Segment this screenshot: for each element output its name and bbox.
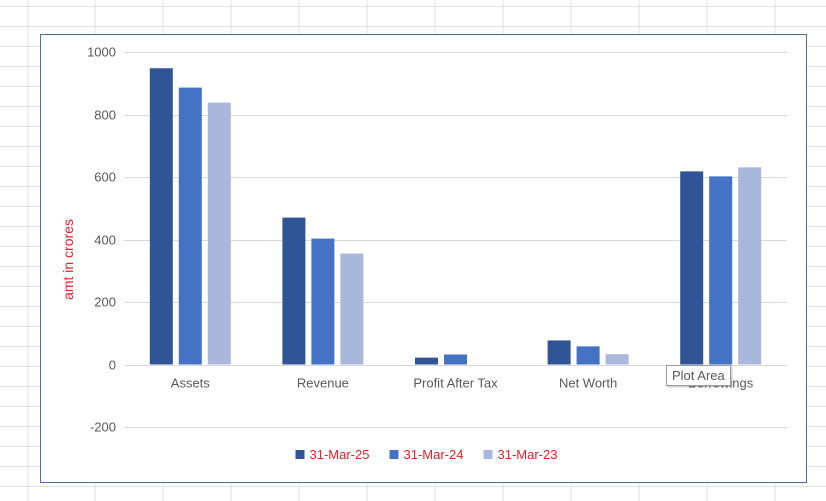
- bar-31-Mar-23-Assets[interactable]: [207, 102, 231, 365]
- y-tick-label: 1000: [87, 45, 116, 60]
- y-tick-label: 600: [94, 170, 116, 185]
- bar-31-Mar-24-Net Worth[interactable]: [576, 346, 600, 365]
- legend-swatch[interactable]: [483, 450, 493, 459]
- category-label: Net Worth: [559, 376, 617, 391]
- y-tick-label: 0: [109, 358, 116, 373]
- bar-31-Mar-23-Borrowings[interactable]: [738, 167, 762, 365]
- bar-31-Mar-25-Revenue[interactable]: [282, 217, 306, 365]
- bar-31-Mar-25-Assets[interactable]: [149, 68, 173, 365]
- legend-entry[interactable]: 31-Mar-24: [404, 447, 464, 462]
- y-tick-label: 200: [94, 295, 116, 310]
- legend-entry[interactable]: 31-Mar-23: [498, 447, 558, 462]
- bar-31-Mar-24-Revenue[interactable]: [311, 238, 335, 365]
- category-label: Profit After Tax: [413, 376, 498, 391]
- bar-31-Mar-23-Revenue[interactable]: [340, 253, 364, 365]
- legend-swatch[interactable]: [389, 450, 399, 459]
- legend-entry[interactable]: 31-Mar-25: [310, 447, 370, 462]
- bar-31-Mar-25-Net Worth[interactable]: [547, 340, 571, 365]
- bar-31-Mar-24-Assets[interactable]: [178, 87, 202, 365]
- category-label: Revenue: [297, 376, 349, 391]
- bar-31-Mar-24-Borrowings[interactable]: [709, 176, 733, 365]
- bar-chart[interactable]: -200 0 200 400 600 800 1000 amt in crores Assets…: [41, 35, 808, 484]
- y-tick-label: -200: [90, 420, 116, 435]
- y-tick-label: 800: [94, 108, 116, 123]
- chart-area[interactable]: -200 0 200 400 600 800 1000 amt in crores Assets…: [40, 34, 807, 483]
- bar-31-Mar-24-Profit After Tax[interactable]: [444, 354, 467, 365]
- legend-swatch[interactable]: [295, 450, 305, 459]
- category-label: Assets: [171, 376, 211, 391]
- y-tick-label: 400: [94, 233, 116, 248]
- bar-31-Mar-25-Borrowings[interactable]: [680, 171, 704, 365]
- y-axis-label: amt in crores: [60, 219, 76, 300]
- bar-31-Mar-25-Profit After Tax[interactable]: [415, 357, 438, 365]
- bar-31-Mar-23-Net Worth[interactable]: [605, 354, 629, 365]
- plot-area-tooltip: Plot Area: [666, 365, 731, 386]
